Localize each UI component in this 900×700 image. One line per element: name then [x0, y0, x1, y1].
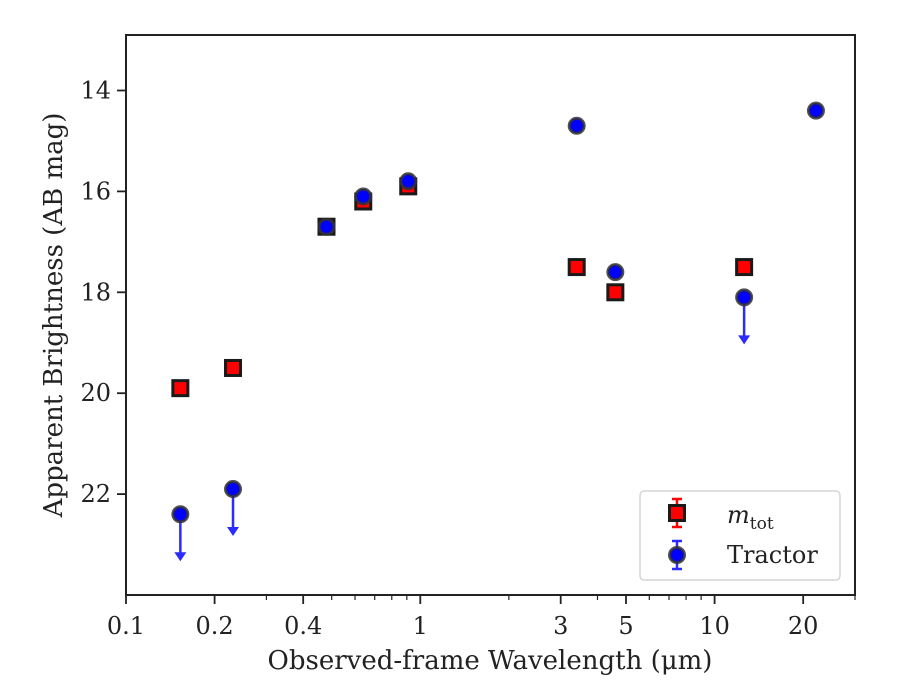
x-tick-label: 5: [618, 612, 633, 640]
y-tick-label: 22: [80, 480, 111, 508]
plot-frame: [125, 34, 856, 596]
mtot-point: [224, 358, 243, 377]
upper-limit-arrowhead: [227, 527, 240, 537]
mtot-point: [606, 283, 625, 302]
y-tick-label: 18: [80, 278, 111, 306]
legend-label-tractor: Tractor: [727, 541, 818, 569]
mtot-point: [735, 258, 754, 277]
tractor-point: [735, 288, 754, 307]
x-tick-label: 0.1: [107, 612, 145, 640]
tractor-point: [354, 187, 373, 206]
mtot-point: [567, 258, 586, 277]
x-tick-label: 0.2: [196, 612, 234, 640]
y-tick-label: 16: [80, 177, 111, 205]
legend-label-mtot: mtot: [727, 501, 774, 534]
tractor-point: [606, 263, 625, 282]
y-tick-label: 20: [80, 379, 111, 407]
upper-limit-arrowhead: [174, 552, 187, 562]
mtot-point: [171, 379, 190, 398]
tractor-point: [399, 172, 418, 191]
tractor-point: [317, 217, 336, 236]
x-tick-label: 0.4: [284, 612, 322, 640]
y-axis-label: Apparent Brightness (AB mag): [39, 113, 69, 519]
y-tick-label: 14: [80, 76, 111, 104]
tractor-point: [567, 116, 586, 135]
legend-marker-tractor: [668, 539, 686, 571]
x-tick-label: 3: [553, 612, 568, 640]
x-axis-label: Observed-frame Wavelength (μm): [268, 646, 713, 676]
legend: mtot Tractor: [639, 490, 841, 581]
legend-marker-mtot: [668, 497, 686, 529]
upper-limit-arrowhead: [738, 335, 751, 345]
x-tick-label: 10: [699, 612, 730, 640]
legend-box: [639, 490, 841, 581]
tractor-point: [171, 505, 190, 524]
tractor-point: [806, 101, 825, 120]
tractor-point: [224, 480, 243, 499]
x-tick-label: 20: [788, 612, 819, 640]
x-tick-label: 1: [413, 612, 428, 640]
